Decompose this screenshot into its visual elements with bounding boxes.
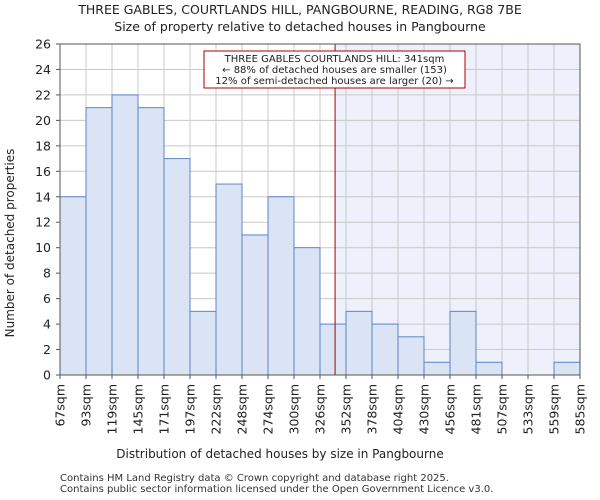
x-tick-label: 352sqm bbox=[339, 384, 354, 434]
plot-frame bbox=[59, 43, 581, 376]
x-tick-label: 248sqm bbox=[235, 384, 250, 434]
bar bbox=[137, 107, 165, 376]
y-tick-label: 24 bbox=[35, 62, 51, 77]
y-tick-label: 4 bbox=[43, 317, 51, 332]
y-tick-label: 2 bbox=[43, 342, 51, 357]
x-axis-label: Distribution of detached houses by size … bbox=[116, 447, 443, 461]
x-tick-label: 93sqm bbox=[79, 384, 94, 427]
bar bbox=[163, 158, 191, 376]
annotation-line-1: THREE GABLES COURTLANDS HILL: 341sqm bbox=[224, 54, 445, 65]
bar bbox=[553, 361, 581, 376]
y-tick-label: 20 bbox=[35, 113, 51, 128]
y-tick-label: 16 bbox=[35, 164, 51, 179]
bar bbox=[267, 196, 295, 376]
bar bbox=[111, 94, 139, 376]
bar bbox=[241, 234, 269, 376]
y-tick-label: 8 bbox=[43, 266, 51, 281]
x-tick-label: 559sqm bbox=[547, 384, 562, 434]
y-tick-label: 12 bbox=[35, 215, 51, 230]
x-tick-label: 300sqm bbox=[287, 384, 302, 434]
annotation-box: THREE GABLES COURTLANDS HILL: 341sqm ← 8… bbox=[203, 50, 466, 89]
bar bbox=[371, 323, 399, 376]
x-tick-label: 119sqm bbox=[105, 384, 120, 434]
bar bbox=[215, 183, 243, 376]
x-tick-label: 481sqm bbox=[469, 384, 484, 434]
x-tick-label: 456sqm bbox=[443, 384, 458, 434]
bar bbox=[189, 310, 217, 376]
x-tick-label: 430sqm bbox=[417, 384, 432, 434]
x-tick-label: 145sqm bbox=[131, 384, 146, 434]
y-tick-label: 14 bbox=[35, 189, 51, 204]
y-axis-label: Number of detached properties bbox=[3, 149, 17, 338]
bar bbox=[475, 361, 503, 376]
x-tick-label: 222sqm bbox=[209, 384, 224, 434]
bar bbox=[449, 310, 477, 376]
chart-subtitle: Size of property relative to detached ho… bbox=[114, 19, 486, 34]
x-tick-label: 274sqm bbox=[261, 384, 276, 434]
bar bbox=[319, 323, 347, 376]
bar bbox=[397, 336, 425, 376]
bar bbox=[59, 196, 87, 376]
x-tick-label: 67sqm bbox=[53, 384, 68, 427]
x-tick-label: 326sqm bbox=[313, 384, 328, 434]
x-tick-label: 197sqm bbox=[183, 384, 198, 434]
x-tick-label: 378sqm bbox=[365, 384, 380, 434]
footer-line-1: Contains HM Land Registry data © Crown c… bbox=[60, 473, 449, 484]
bar bbox=[345, 310, 373, 376]
y-tick-label: 22 bbox=[35, 87, 51, 102]
y-tick-label: 6 bbox=[43, 291, 51, 306]
bar bbox=[293, 247, 321, 376]
x-tick-label: 507sqm bbox=[495, 384, 510, 434]
x-tick-label: 533sqm bbox=[521, 384, 536, 434]
y-tick-label: 10 bbox=[35, 240, 51, 255]
y-tick-label: 18 bbox=[35, 138, 51, 153]
x-tick-label: 404sqm bbox=[391, 384, 406, 434]
y-tick-label: 0 bbox=[43, 368, 51, 383]
y-tick-label: 26 bbox=[35, 37, 51, 52]
bar bbox=[423, 361, 451, 376]
footer-line-2: Contains public sector information licen… bbox=[60, 484, 494, 495]
x-tick-label: 171sqm bbox=[157, 384, 172, 434]
annotation-line-3: 12% of semi-detached houses are larger (… bbox=[215, 76, 453, 87]
x-axis: 67sqm 93sqm 119sqm 145sqm 171sqm 197sqm 222sqm… bbox=[53, 375, 588, 434]
chart-title: THREE GABLES, COURTLANDS HILL, PANGBOURN… bbox=[78, 2, 522, 17]
bars bbox=[59, 94, 581, 376]
annotation-rect bbox=[203, 50, 466, 89]
x-tick-label: 585sqm bbox=[573, 384, 588, 434]
bar bbox=[85, 107, 113, 376]
annotation-line-2: ← 88% of detached houses are smaller (15… bbox=[222, 65, 447, 76]
